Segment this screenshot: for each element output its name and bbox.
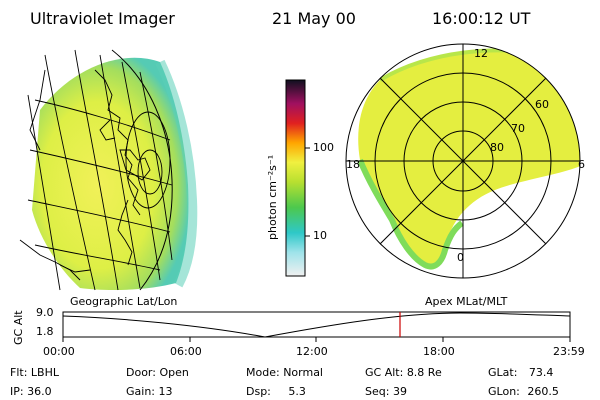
status-seq: Seq: 39 bbox=[365, 385, 407, 398]
status-gain: Gain: 13 bbox=[126, 385, 173, 398]
mlt-label-6: 6 bbox=[578, 158, 585, 171]
limb-glow bbox=[155, 59, 198, 288]
colorbar bbox=[285, 79, 310, 277]
gain-label: Gain: bbox=[126, 385, 155, 398]
glon-label: GLon: bbox=[488, 385, 520, 398]
right-panel-caption: Apex MLat/MLT bbox=[425, 295, 508, 308]
date-label: 21 May 00 bbox=[272, 9, 356, 28]
time-label: 16:00:12 UT bbox=[432, 9, 531, 28]
colorbar-tick-label-10: 10 bbox=[313, 229, 327, 242]
dsp-value: 5.3 bbox=[288, 385, 306, 398]
status-door: Door: Open bbox=[126, 366, 189, 379]
altitude-plot bbox=[62, 311, 571, 342]
mlat-label-70: 70 bbox=[511, 122, 525, 135]
altitude-xtick-1800: 18:00 bbox=[423, 345, 455, 358]
door-label: Door: bbox=[126, 366, 156, 379]
status-glat: GLat: 73.4 bbox=[488, 366, 553, 379]
flt-value: LBHL bbox=[30, 366, 59, 379]
status-mode: Mode: Normal bbox=[246, 366, 323, 379]
status-gcalt: GC Alt: 8.8 Re bbox=[365, 366, 442, 379]
aurora-image-right bbox=[358, 50, 580, 267]
left-panel-caption: Geographic Lat/Lon bbox=[70, 295, 178, 308]
altitude-curve bbox=[62, 312, 571, 338]
parallels bbox=[27, 99, 173, 271]
altitude-xtick-2359: 23:59 bbox=[553, 345, 585, 358]
mlt-label-18: 18 bbox=[346, 158, 360, 171]
glat-label: GLat: bbox=[488, 366, 518, 379]
seq-value: 39 bbox=[392, 385, 407, 398]
seq-label: Seq: bbox=[365, 385, 390, 398]
status-ip: IP: 36.0 bbox=[10, 385, 52, 398]
gcalt-label: GC Alt: bbox=[365, 366, 404, 379]
altitude-plot-frame bbox=[62, 311, 571, 338]
meridians bbox=[27, 49, 173, 291]
mlt-label-0: 0 bbox=[457, 251, 464, 264]
altitude-ytick-9: 9.0 bbox=[36, 306, 54, 319]
mode-label: Mode: bbox=[246, 366, 280, 379]
glat-value: 73.4 bbox=[528, 366, 554, 379]
ip-label: IP: bbox=[10, 385, 24, 398]
mlat-label-60: 60 bbox=[535, 98, 549, 111]
instrument-title: Ultraviolet Imager bbox=[30, 9, 175, 28]
status-glon: GLon: 260.5 bbox=[488, 385, 559, 398]
altitude-ylabel: GC Alt bbox=[12, 310, 25, 345]
gain-value: 13 bbox=[158, 385, 173, 398]
ip-value: 36.0 bbox=[27, 385, 52, 398]
aurora-edge-right bbox=[357, 158, 464, 270]
altitude-xtick-0600: 06:00 bbox=[170, 345, 202, 358]
altitude-ytick-1-8: 1.8 bbox=[36, 325, 54, 338]
geographic-map bbox=[19, 49, 198, 291]
door-value: Open bbox=[159, 366, 189, 379]
aurora-image-left bbox=[32, 57, 189, 291]
status-dsp: Dsp: 5.3 bbox=[246, 385, 306, 398]
gcalt-value: 8.8 Re bbox=[406, 366, 442, 379]
status-flt: Flt: LBHL bbox=[10, 366, 59, 379]
polar-plot bbox=[345, 43, 581, 279]
altitude-xtick-0000: 00:00 bbox=[43, 345, 75, 358]
colorbar-label: photon cm⁻²s⁻¹ bbox=[266, 154, 279, 240]
glon-value: 260.5 bbox=[527, 385, 559, 398]
colorbar-tick-label-100: 100 bbox=[313, 141, 334, 154]
dsp-label: Dsp: bbox=[246, 385, 271, 398]
colorbar-scale bbox=[285, 79, 306, 277]
mlt-label-12: 12 bbox=[474, 47, 488, 60]
flt-label: Flt: bbox=[10, 366, 28, 379]
mlat-label-80: 80 bbox=[490, 141, 504, 154]
coastlines bbox=[19, 69, 151, 281]
altitude-xtick-1200: 12:00 bbox=[296, 345, 328, 358]
mode-value: Normal bbox=[283, 366, 323, 379]
